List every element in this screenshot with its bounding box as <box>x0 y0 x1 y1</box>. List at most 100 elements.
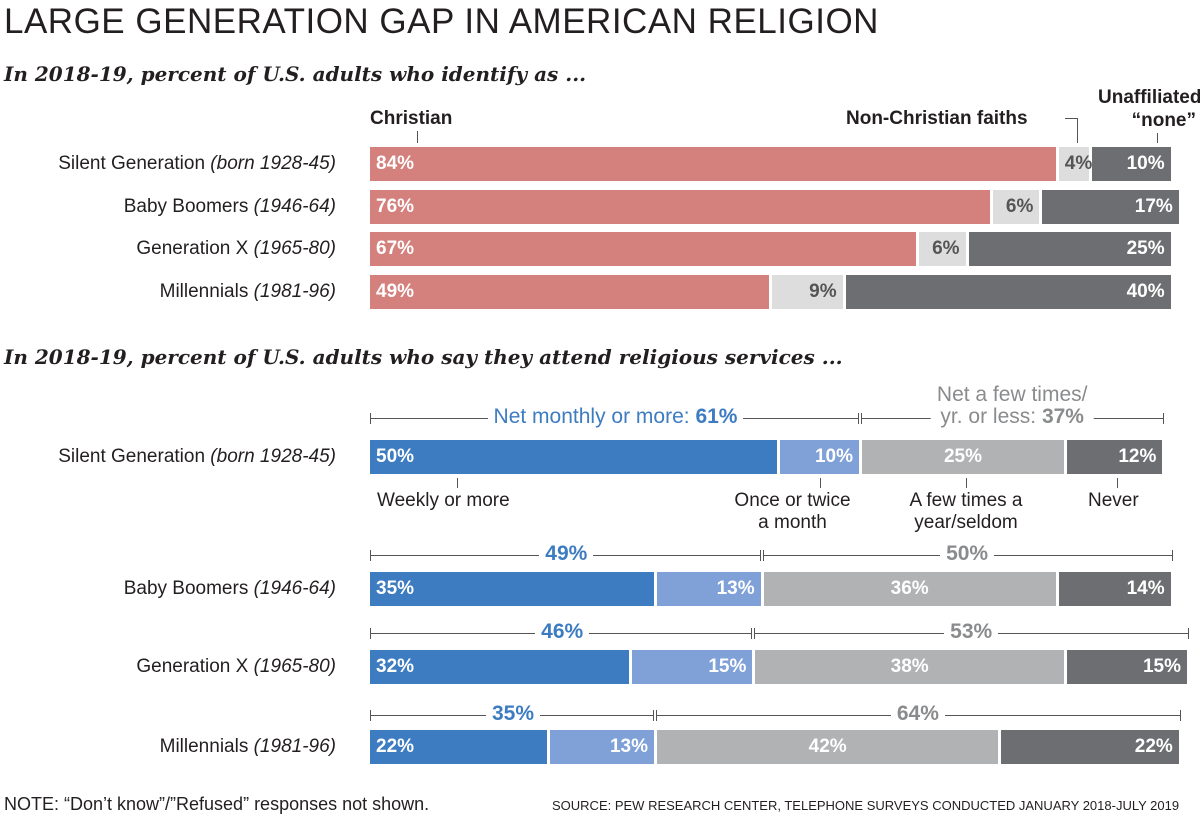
row-label-years: (1981-96) <box>253 736 336 757</box>
row-label: Millennials (1981-96) <box>159 736 336 757</box>
row-label: Generation X (1965-80) <box>136 238 336 259</box>
bar-segment: 35% <box>370 572 654 606</box>
bracket-end <box>861 413 862 424</box>
bar-segment: 50% <box>370 440 777 474</box>
bracket-end <box>370 413 371 424</box>
legend-non-christian-leader-h <box>1065 118 1077 119</box>
legend-unaffiliated-leader <box>1157 133 1158 143</box>
net-monthly-label: 35% <box>485 702 541 725</box>
row-label: Silent Generation (born 1928-45) <box>58 446 336 467</box>
bracket-end <box>656 710 657 721</box>
bar-segment: 42% <box>657 730 999 764</box>
row-label-years: (born 1928-45) <box>210 153 336 174</box>
bracket-end <box>751 628 753 639</box>
net-less-label: 50% <box>940 542 995 565</box>
legend-monthly-line1: Once or twice <box>734 490 851 511</box>
bar-segment: 9% <box>771 275 843 309</box>
subtitle-attendance: In 2018-19, percent of U.S. adults who s… <box>4 345 843 369</box>
legend-few-times: A few times a year/seldom <box>896 490 1036 534</box>
row-label-years: (1965-80) <box>253 656 336 677</box>
bracket-end <box>1179 710 1181 721</box>
note: NOTE: “Don’t know”/”Refused” responses n… <box>4 794 430 814</box>
bar-segment: 40% <box>845 275 1171 309</box>
legend-unaffiliated: Unaffiliated/ “none” <box>1098 86 1200 132</box>
net-monthly-label: 46% <box>535 620 590 643</box>
net-less-label: 53% <box>944 620 999 643</box>
bracket-end <box>370 710 371 721</box>
legend-monthly-line2: a month <box>758 512 827 533</box>
legend-christian-leader <box>417 131 418 143</box>
bar-segment: 67% <box>370 232 917 266</box>
net-monthly-label: Net monthly or more: 61% <box>487 405 744 428</box>
legend-weekly: Weekly or more <box>377 490 510 511</box>
legend-christian: Christian <box>370 108 453 129</box>
bar-segment: 4% <box>1058 147 1092 181</box>
net-monthly-value: 61% <box>695 405 738 428</box>
net-less-value: 64% <box>896 702 939 725</box>
net-less-label: 64% <box>890 702 945 725</box>
chart-title: LARGE GENERATION GAP IN AMERICAN RELIGIO… <box>4 2 879 41</box>
bracket-end <box>1188 628 1189 639</box>
legend-unaffiliated-line1: Unaffiliated/ <box>1098 87 1200 108</box>
bracket-end <box>858 413 859 424</box>
bracket-end <box>759 550 761 561</box>
legend-non-christian: Non-Christian faiths <box>846 108 1028 129</box>
legend-non-christian-leader <box>1077 118 1078 143</box>
source: SOURCE: PEW RESEARCH CENTER, TELEPHONE S… <box>552 798 1180 813</box>
legend-weekly-leader <box>457 478 458 488</box>
net-less-value: 50% <box>946 542 989 565</box>
subtitle-identity: In 2018-19, percent of U.S. adults who i… <box>4 62 587 86</box>
bar-segment: 38% <box>755 650 1064 684</box>
row-label-years: (1946-64) <box>253 196 336 217</box>
bracket-end <box>370 550 371 561</box>
bar-segment: 6% <box>993 190 1040 224</box>
row-label-years: (1965-80) <box>253 238 336 259</box>
row-label: Millennials (1981-96) <box>159 281 336 302</box>
net-monthly-label: 49% <box>539 542 594 565</box>
bracket-end <box>370 628 371 639</box>
bar-segment: 12% <box>1067 440 1163 474</box>
bar-segment: 25% <box>862 440 1064 474</box>
legend-monthly-leader <box>820 478 821 488</box>
net-less-value: 53% <box>950 620 993 643</box>
bracket-end <box>653 710 654 721</box>
bar-segment: 15% <box>1067 650 1187 684</box>
bar-segment: 13% <box>550 730 654 764</box>
row-label: Generation X (1965-80) <box>136 656 336 677</box>
net-monthly-value: 35% <box>491 702 535 725</box>
net-less-line1: Net a few times/ <box>936 383 1088 406</box>
bar-segment: 49% <box>370 275 769 309</box>
net-less-label: Net a few times/yr. or less: 37% <box>930 383 1094 428</box>
legend-few-line2: year/seldom <box>914 512 1018 533</box>
bar-segment: 10% <box>780 440 859 474</box>
bar-segment: 6% <box>919 232 966 266</box>
bracket-end <box>1163 413 1165 424</box>
bar-segment: 15% <box>632 650 753 684</box>
net-less-value: 37% <box>1041 405 1084 428</box>
bracket-end <box>762 550 764 561</box>
bar-segment: 76% <box>370 190 991 224</box>
row-label-years: (1946-64) <box>253 578 336 599</box>
bar-segment: 17% <box>1042 190 1179 224</box>
row-label: Silent Generation (born 1928-45) <box>58 153 336 174</box>
row-label: Baby Boomers (1946-64) <box>123 196 336 217</box>
bar-segment: 13% <box>657 572 761 606</box>
legend-few-line1: A few times a <box>909 490 1023 511</box>
bracket-end <box>754 628 756 639</box>
bar-segment: 14% <box>1058 572 1171 606</box>
net-monthly-value: 49% <box>545 542 588 565</box>
legend-never: Never <box>1088 490 1139 511</box>
net-monthly-value: 46% <box>541 620 584 643</box>
row-label: Baby Boomers (1946-64) <box>123 578 336 599</box>
bar-segment: 22% <box>370 730 548 764</box>
bar-segment: 10% <box>1091 147 1171 181</box>
row-label-years: (1981-96) <box>253 281 336 302</box>
bar-segment: 36% <box>763 572 1056 606</box>
bracket-end <box>1171 550 1173 561</box>
legend-never-leader <box>1117 478 1118 488</box>
bar-segment: 84% <box>370 147 1056 181</box>
legend-few-leader <box>966 478 967 488</box>
bar-segment: 22% <box>1001 730 1179 764</box>
legend-unaffiliated-line2: “none” <box>1131 110 1196 131</box>
